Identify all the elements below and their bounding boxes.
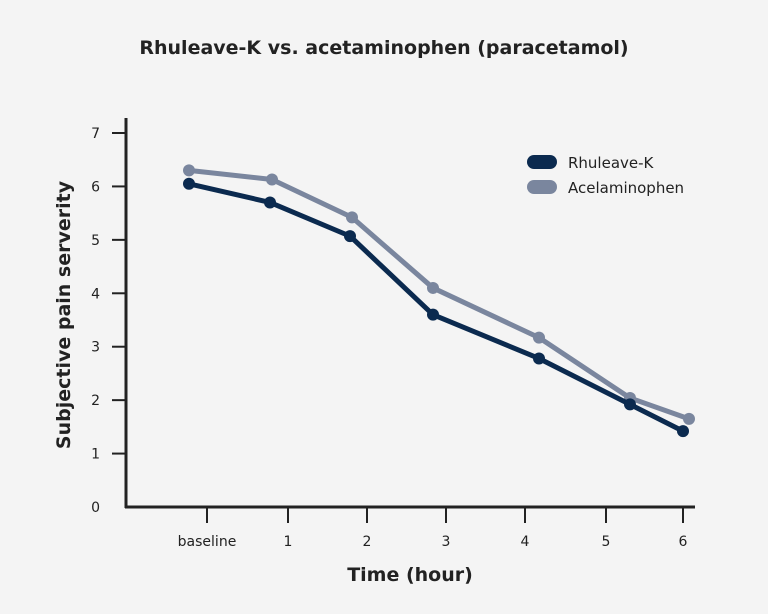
data-point [346,211,358,224]
y-tick-label: 7 [91,126,100,142]
chart-title: Rhuleave-K vs. acetaminophen (paracetamo… [139,37,628,59]
data-point [427,308,439,321]
data-point [344,230,356,243]
data-point [266,173,278,186]
y-tick-label: 1 [91,447,100,463]
data-point [624,398,636,411]
data-point [183,164,195,177]
data-point [533,331,545,344]
data-point [264,196,276,209]
x-tick-label: 6 [679,534,688,550]
x-tick-label: baseline [178,534,237,550]
legend-label: Acelaminophen [568,179,684,197]
y-tick-label: 5 [91,233,100,249]
y-tick-label: 6 [91,179,100,195]
data-point [683,412,695,425]
legend-swatch [527,180,557,194]
data-point [427,281,439,294]
x-tick-label: 4 [521,534,530,550]
legend-swatch [527,155,557,169]
data-point [533,352,545,365]
x-tick-label: 1 [284,534,293,550]
x-tick-label: 5 [602,534,611,550]
y-tick-label: 0 [91,500,100,516]
y-tick-label: 2 [91,393,100,409]
data-point [677,425,689,438]
x-axis-label: Time (hour) [347,564,473,586]
y-tick-label: 4 [91,286,100,302]
data-point [183,177,195,190]
x-tick-label: 2 [363,534,372,550]
series-line-1 [188,167,690,422]
legend-label: Rhuleave-K [568,154,655,172]
series-line-0 [188,181,685,434]
y-axis-label: Subjective pain serverity [53,180,75,449]
x-tick-label: 3 [442,534,451,550]
y-tick-label: 3 [91,340,100,356]
